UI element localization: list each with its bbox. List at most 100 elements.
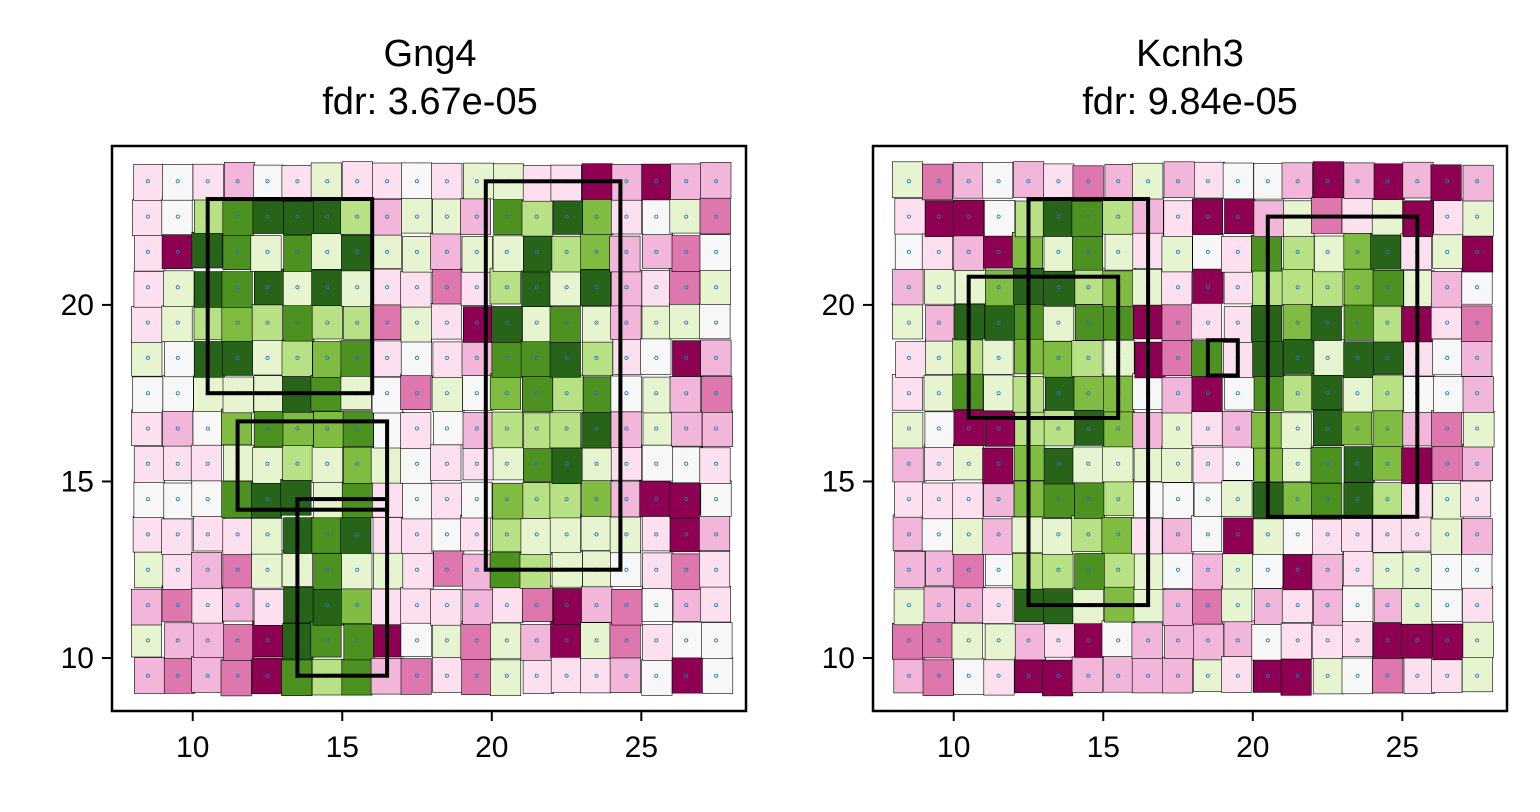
cell bbox=[131, 588, 163, 626]
cell bbox=[133, 271, 165, 308]
cell bbox=[700, 339, 732, 377]
spot-point bbox=[474, 320, 479, 325]
cell bbox=[1161, 412, 1193, 449]
cell bbox=[224, 162, 256, 199]
cell bbox=[549, 306, 581, 343]
spot-point bbox=[1056, 355, 1061, 360]
spot-point bbox=[654, 285, 659, 290]
cell bbox=[1430, 518, 1462, 555]
cell bbox=[671, 410, 703, 447]
spot-point bbox=[1325, 285, 1330, 290]
spot-point bbox=[564, 355, 569, 360]
cell bbox=[984, 549, 1016, 587]
spot-point bbox=[654, 426, 659, 431]
cell bbox=[431, 162, 463, 200]
cell bbox=[1191, 375, 1223, 412]
cell bbox=[342, 447, 374, 484]
spot-point bbox=[414, 391, 419, 396]
spot-point bbox=[1355, 320, 1360, 325]
spot-point bbox=[355, 461, 360, 466]
cell bbox=[1401, 621, 1433, 659]
spot-point bbox=[564, 497, 569, 502]
spot-point bbox=[996, 391, 1001, 396]
spot-point bbox=[355, 426, 360, 431]
spot-point bbox=[684, 638, 689, 643]
cell bbox=[1222, 162, 1254, 200]
spot-point bbox=[1295, 355, 1300, 360]
cells-layer bbox=[891, 161, 1495, 697]
points-layer bbox=[145, 179, 719, 678]
spot-point bbox=[1086, 638, 1091, 643]
spot-point bbox=[534, 532, 539, 537]
spot-point bbox=[474, 214, 479, 219]
cell bbox=[163, 270, 195, 307]
spot-point bbox=[1205, 426, 1210, 431]
cell bbox=[1162, 656, 1194, 694]
spot-point bbox=[1235, 391, 1240, 396]
spot-point bbox=[414, 426, 419, 431]
spot-point bbox=[414, 603, 419, 608]
cell bbox=[642, 408, 674, 446]
cell bbox=[1192, 233, 1224, 270]
spot-point bbox=[684, 426, 689, 431]
cell bbox=[1132, 162, 1164, 200]
cell bbox=[1462, 164, 1494, 202]
region-contour bbox=[1265, 214, 1420, 519]
spot-point bbox=[1385, 179, 1390, 184]
spot-point bbox=[966, 214, 971, 219]
cell bbox=[1281, 162, 1313, 199]
cell bbox=[1313, 409, 1345, 447]
spot-point bbox=[936, 532, 941, 537]
spot-point bbox=[145, 532, 150, 537]
cell bbox=[610, 197, 642, 235]
spot-point bbox=[325, 567, 330, 572]
region-contour bbox=[295, 497, 390, 678]
cell bbox=[253, 164, 285, 202]
cell bbox=[984, 623, 1016, 661]
spot-point bbox=[385, 355, 390, 360]
spot-point bbox=[684, 497, 689, 502]
spot-point bbox=[714, 285, 719, 290]
spot-point bbox=[205, 426, 210, 431]
contours-layer bbox=[966, 197, 1420, 608]
spot-point bbox=[295, 320, 300, 325]
spot-point bbox=[1086, 214, 1091, 219]
x-tick-label: 15 bbox=[326, 731, 359, 764]
spot-point bbox=[534, 461, 539, 466]
spot-point bbox=[654, 320, 659, 325]
spot-point bbox=[594, 497, 599, 502]
spot-point bbox=[714, 673, 719, 678]
cell bbox=[1431, 553, 1463, 591]
cell bbox=[132, 199, 164, 236]
spot-point bbox=[145, 320, 150, 325]
spot-point bbox=[594, 603, 599, 608]
spot-point bbox=[205, 567, 210, 572]
spot-point bbox=[1056, 249, 1061, 254]
spot-point bbox=[1385, 638, 1390, 643]
spot-point bbox=[624, 320, 629, 325]
cell bbox=[433, 408, 465, 446]
spot-point bbox=[996, 638, 1001, 643]
cell bbox=[1193, 655, 1225, 693]
spot-point bbox=[1475, 638, 1480, 643]
cell bbox=[370, 268, 402, 306]
spot-point bbox=[714, 497, 719, 502]
region-contour bbox=[235, 419, 390, 512]
spot-point bbox=[265, 179, 270, 184]
cell bbox=[1282, 518, 1314, 555]
spot-point bbox=[1235, 320, 1240, 325]
cell bbox=[311, 269, 343, 306]
spot-point bbox=[936, 179, 941, 184]
spot-point bbox=[444, 673, 449, 678]
spot-point bbox=[295, 285, 300, 290]
spot-point bbox=[504, 638, 509, 643]
cell bbox=[1072, 446, 1104, 484]
cell bbox=[1314, 235, 1346, 273]
cell bbox=[340, 587, 372, 624]
spot-point bbox=[564, 391, 569, 396]
spot-point bbox=[235, 355, 240, 360]
cell bbox=[895, 341, 927, 378]
spot-point bbox=[996, 603, 1001, 608]
cell bbox=[1372, 374, 1404, 412]
cell bbox=[642, 376, 674, 414]
